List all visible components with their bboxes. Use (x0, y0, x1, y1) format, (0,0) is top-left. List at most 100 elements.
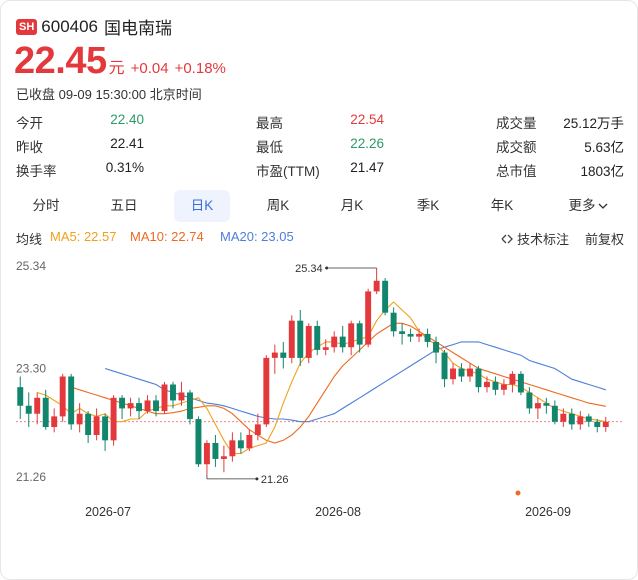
stock-header: SH 600406 国电南瑞 (16, 14, 172, 39)
candle-body (144, 400, 151, 412)
candle-body (119, 397, 126, 409)
stat-value: 0.31% (105, 160, 144, 175)
stat-value: 22.54 (350, 112, 384, 127)
tab-intraday[interactable]: 分时 (32, 198, 60, 213)
candle-body (356, 323, 363, 345)
tab-monthly-k[interactable]: 月K (340, 198, 364, 213)
candle-body (322, 347, 329, 350)
candle-body (136, 403, 143, 412)
ma10-path (71, 322, 606, 444)
candle-body (577, 416, 584, 425)
tab-five-day[interactable]: 五日 (110, 198, 138, 213)
candle-body (339, 336, 346, 348)
candle-body (509, 373, 516, 385)
candle-body (407, 333, 414, 337)
low-label: 21.26 (261, 474, 289, 486)
candle-body (390, 312, 397, 332)
ma10-value: MA10: 22.74 (130, 229, 204, 244)
candle-body (467, 368, 473, 377)
candle-body (517, 373, 524, 393)
stats-grid: 今开 22.40 最高 22.54 成交量 25.12万手 昨收 22.41 最… (0, 110, 638, 182)
tab-daily-k[interactable]: 日K (174, 190, 230, 222)
candle-body (59, 376, 66, 417)
candle-body (365, 291, 372, 345)
candle-body (170, 384, 176, 401)
x-tick-label: 2026-07 (85, 505, 131, 519)
ma5-value: MA5: 22.57 (50, 229, 117, 244)
adjust-toggle[interactable]: 前复权 (584, 232, 624, 247)
candle-body (314, 325, 321, 350)
candle-body (42, 397, 49, 428)
tab-more[interactable]: 更多 (556, 190, 620, 222)
candles (17, 268, 609, 475)
candle-body (34, 397, 41, 414)
candle-body (254, 424, 261, 436)
stat-label: 市盈(TTM) (256, 164, 320, 179)
ma-label: 均线 (16, 232, 43, 247)
stat-value: 22.41 (110, 136, 144, 151)
candle-body (433, 341, 440, 353)
tab-weekly-k[interactable]: 周K (266, 198, 290, 213)
last-price: 22.45 (14, 40, 107, 82)
candle-body (203, 442, 210, 465)
tab-quarterly-k[interactable]: 季K (416, 198, 440, 213)
candle-body (441, 352, 448, 380)
candle-body (399, 331, 406, 334)
tab-yearly-k[interactable]: 年K (490, 198, 514, 213)
candle-body (594, 421, 601, 428)
stat-value: 21.47 (350, 160, 384, 175)
chevron-down-icon (598, 203, 607, 209)
y-tick-label: 21.26 (16, 470, 46, 484)
stock-code: 600406 (41, 16, 99, 36)
candle-body (178, 392, 185, 401)
period-tabs: 分时 五日 日K 周K 月K 季K 年K 更多 (10, 190, 628, 222)
candle-body (297, 320, 304, 358)
ma10-line (71, 322, 606, 444)
candle-body (483, 381, 490, 388)
stat-label: 成交量 (496, 116, 537, 131)
candle-body (331, 336, 338, 348)
market-status: 已收盘 09-09 15:30:00 北京时间 (16, 87, 202, 102)
low-dot (255, 477, 259, 481)
candle-body (373, 280, 380, 292)
price-unit: 元 (108, 60, 125, 77)
candle-body (102, 416, 109, 441)
x-tick-label: 2026-09 (525, 505, 571, 519)
stock-name: 国电南瑞 (104, 19, 173, 38)
stat-value: 25.12万手 (563, 116, 624, 131)
stat-label: 成交额 (496, 140, 537, 155)
candle-body (526, 392, 533, 409)
sparkle-icon (501, 234, 514, 244)
high-label: 25.34 (295, 263, 323, 275)
price-change-pct: +0.18% (174, 60, 226, 77)
candle-body (602, 421, 609, 428)
candle-body (500, 384, 507, 390)
ma5-line (37, 301, 606, 455)
candle-body (568, 413, 575, 425)
candle-body (25, 405, 32, 414)
y-tick-label: 23.30 (16, 362, 46, 376)
price-change: +0.04 (130, 60, 169, 77)
candle-body (127, 403, 134, 409)
tech-annotation-label: 技术标注 (516, 232, 569, 247)
ma5-path (37, 301, 606, 455)
candle-body (288, 320, 295, 358)
tech-annotation-toggle[interactable]: 技术标注 (501, 229, 569, 248)
kline-chart[interactable]: 25.34 21.26 25.34 23.30 21.26 2026-07 2026-08… (0, 250, 638, 540)
event-dot (515, 490, 521, 496)
candle-body (543, 403, 550, 406)
candle-body (458, 368, 465, 377)
candle-body (93, 416, 100, 436)
candle-body (280, 352, 287, 358)
stat-value: 22.40 (110, 112, 144, 127)
candle-body (161, 384, 168, 412)
ma20-value: MA20: 23.05 (220, 229, 294, 244)
candle-body (416, 333, 423, 337)
candle-body (195, 419, 202, 465)
candle-body (475, 368, 482, 388)
chart-axes: 25.34 23.30 21.26 2026-07 2026-08 2026-09 (16, 259, 571, 519)
candle-body (492, 381, 499, 390)
candle-body (186, 392, 193, 420)
candle-body (51, 416, 58, 428)
chart-tools: 技术标注 前复权 (501, 229, 624, 248)
